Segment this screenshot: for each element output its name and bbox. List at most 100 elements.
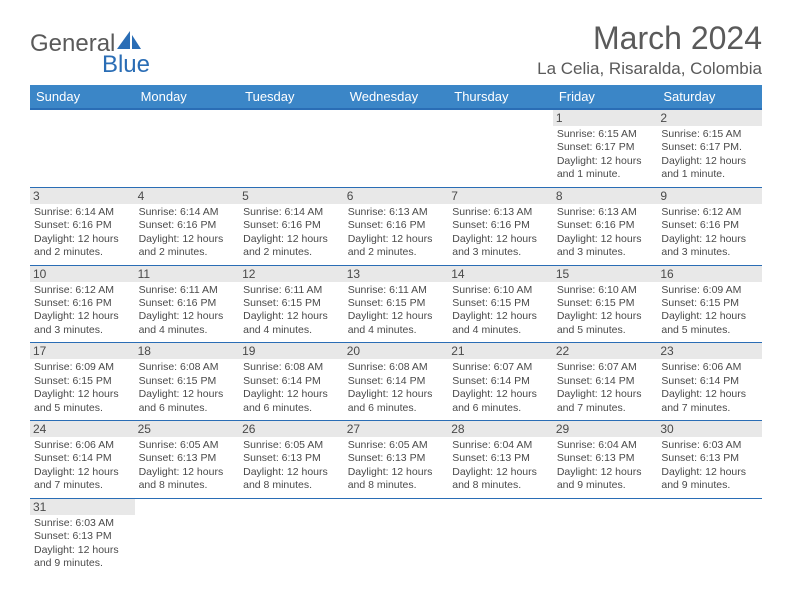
sunrise-text: Sunrise: 6:07 AM bbox=[557, 361, 654, 374]
sunrise-text: Sunrise: 6:11 AM bbox=[243, 284, 340, 297]
daylight-text: Daylight: 12 hours and 8 minutes. bbox=[243, 466, 340, 493]
day-info: Sunrise: 6:11 AMSunset: 6:15 PMDaylight:… bbox=[243, 284, 340, 338]
sunrise-text: Sunrise: 6:12 AM bbox=[661, 206, 758, 219]
calendar-week-row: 17Sunrise: 6:09 AMSunset: 6:15 PMDayligh… bbox=[30, 343, 762, 421]
daylight-text: Daylight: 12 hours and 6 minutes. bbox=[452, 388, 549, 415]
weekday-header: Friday bbox=[553, 85, 658, 109]
day-info: Sunrise: 6:11 AMSunset: 6:15 PMDaylight:… bbox=[348, 284, 445, 338]
day-info: Sunrise: 6:07 AMSunset: 6:14 PMDaylight:… bbox=[557, 361, 654, 415]
sunrise-text: Sunrise: 6:10 AM bbox=[557, 284, 654, 297]
sunset-text: Sunset: 6:13 PM bbox=[243, 452, 340, 465]
month-title: March 2024 bbox=[537, 20, 762, 57]
day-info: Sunrise: 6:05 AMSunset: 6:13 PMDaylight:… bbox=[243, 439, 340, 493]
calendar-empty-cell bbox=[135, 498, 240, 575]
calendar-day-cell: 14Sunrise: 6:10 AMSunset: 6:15 PMDayligh… bbox=[448, 265, 553, 343]
sunset-text: Sunset: 6:17 PM bbox=[557, 141, 654, 154]
calendar-week-row: 24Sunrise: 6:06 AMSunset: 6:14 PMDayligh… bbox=[30, 421, 762, 499]
calendar-day-cell: 31Sunrise: 6:03 AMSunset: 6:13 PMDayligh… bbox=[30, 498, 135, 575]
sunset-text: Sunset: 6:17 PM. bbox=[661, 141, 758, 154]
sunset-text: Sunset: 6:13 PM bbox=[34, 530, 131, 543]
calendar-day-cell: 23 Sunrise: 6:06 AMSunset: 6:14 PMDayligh… bbox=[657, 343, 762, 421]
day-number: 4 bbox=[135, 188, 240, 204]
day-number: 25 bbox=[135, 421, 240, 437]
day-info: Sunrise: 6:05 AMSunset: 6:13 PMDaylight:… bbox=[348, 439, 445, 493]
sunrise-text: Sunrise: 6:06 AM bbox=[661, 361, 758, 374]
sunrise-text: Sunrise: 6:03 AM bbox=[34, 517, 131, 530]
weekday-header: Tuesday bbox=[239, 85, 344, 109]
day-info: Sunrise: 6:03 AMSunset: 6:13 PMDaylight:… bbox=[34, 517, 131, 571]
daylight-text: Daylight: 12 hours and 4 minutes. bbox=[348, 310, 445, 337]
sunrise-text: Sunrise: 6:13 AM bbox=[557, 206, 654, 219]
day-info: Sunrise: 6:13 AMSunset: 6:16 PMDaylight:… bbox=[557, 206, 654, 260]
day-number: 23 bbox=[657, 343, 762, 359]
day-info: Sunrise: 6:05 AMSunset: 6:13 PMDaylight:… bbox=[139, 439, 236, 493]
day-info: Sunrise: 6:08 AMSunset: 6:14 PMDaylight:… bbox=[243, 361, 340, 415]
weekday-header: Wednesday bbox=[344, 85, 449, 109]
calendar-day-cell: 15Sunrise: 6:10 AMSunset: 6:15 PMDayligh… bbox=[553, 265, 658, 343]
sunset-text: Sunset: 6:16 PM bbox=[34, 219, 131, 232]
day-number: 1 bbox=[553, 110, 658, 126]
calendar-page: General March 2024 La Celia, Risaralda, … bbox=[0, 0, 792, 596]
weekday-header: Sunday bbox=[30, 85, 135, 109]
day-info: Sunrise: 6:13 AMSunset: 6:16 PMDaylight:… bbox=[348, 206, 445, 260]
calendar-week-row: 1Sunrise: 6:15 AMSunset: 6:17 PMDaylight… bbox=[30, 109, 762, 187]
daylight-text: Daylight: 12 hours and 9 minutes. bbox=[34, 544, 131, 571]
day-number: 11 bbox=[135, 266, 240, 282]
day-info: Sunrise: 6:08 AMSunset: 6:15 PMDaylight:… bbox=[139, 361, 236, 415]
daylight-text: Daylight: 12 hours and 3 minutes. bbox=[661, 233, 758, 260]
sunset-text: Sunset: 6:13 PM bbox=[452, 452, 549, 465]
title-block: March 2024 La Celia, Risaralda, Colombia bbox=[537, 20, 762, 79]
sunrise-text: Sunrise: 6:08 AM bbox=[243, 361, 340, 374]
sunset-text: Sunset: 6:14 PM bbox=[348, 375, 445, 388]
calendar-day-cell: 6Sunrise: 6:13 AMSunset: 6:16 PMDaylight… bbox=[344, 187, 449, 265]
daylight-text: Daylight: 12 hours and 1 minute. bbox=[557, 155, 654, 182]
calendar-day-cell: 1Sunrise: 6:15 AMSunset: 6:17 PMDaylight… bbox=[553, 109, 658, 187]
daylight-text: Daylight: 12 hours and 6 minutes. bbox=[243, 388, 340, 415]
calendar-table: SundayMondayTuesdayWednesdayThursdayFrid… bbox=[30, 85, 762, 576]
day-number: 10 bbox=[30, 266, 135, 282]
day-info: Sunrise: 6:10 AMSunset: 6:15 PMDaylight:… bbox=[452, 284, 549, 338]
sunset-text: Sunset: 6:15 PM bbox=[452, 297, 549, 310]
day-info: Sunrise: 6:14 AMSunset: 6:16 PMDaylight:… bbox=[139, 206, 236, 260]
calendar-empty-cell bbox=[239, 109, 344, 187]
daylight-text: Daylight: 12 hours and 7 minutes. bbox=[34, 466, 131, 493]
day-info: Sunrise: 6:14 AMSunset: 6:16 PMDaylight:… bbox=[243, 206, 340, 260]
calendar-day-cell: 25 Sunrise: 6:05 AMSunset: 6:13 PMDayligh… bbox=[135, 421, 240, 499]
daylight-text: Daylight: 12 hours and 1 minute. bbox=[661, 155, 758, 182]
calendar-day-cell: 10 Sunrise: 6:12 AMSunset: 6:16 PMDayligh… bbox=[30, 265, 135, 343]
day-number: 20 bbox=[344, 343, 449, 359]
day-number: 21 bbox=[448, 343, 553, 359]
sunset-text: Sunset: 6:16 PM bbox=[661, 219, 758, 232]
calendar-day-cell: 16Sunrise: 6:09 AMSunset: 6:15 PMDayligh… bbox=[657, 265, 762, 343]
day-info: Sunrise: 6:11 AMSunset: 6:16 PMDaylight:… bbox=[139, 284, 236, 338]
day-number: 7 bbox=[448, 188, 553, 204]
sunset-text: Sunset: 6:14 PM bbox=[243, 375, 340, 388]
day-info: Sunrise: 6:04 AMSunset: 6:13 PMDaylight:… bbox=[557, 439, 654, 493]
sunset-text: Sunset: 6:15 PM bbox=[243, 297, 340, 310]
calendar-empty-cell bbox=[553, 498, 658, 575]
sunset-text: Sunset: 6:15 PM bbox=[348, 297, 445, 310]
weekday-header: Saturday bbox=[657, 85, 762, 109]
calendar-head: SundayMondayTuesdayWednesdayThursdayFrid… bbox=[30, 85, 762, 109]
calendar-day-cell: 24Sunrise: 6:06 AMSunset: 6:14 PMDayligh… bbox=[30, 421, 135, 499]
daylight-text: Daylight: 12 hours and 6 minutes. bbox=[348, 388, 445, 415]
daylight-text: Daylight: 12 hours and 4 minutes. bbox=[139, 310, 236, 337]
calendar-day-cell: 28Sunrise: 6:04 AMSunset: 6:13 PMDayligh… bbox=[448, 421, 553, 499]
day-info: Sunrise: 6:06 AMSunset: 6:14 PMDaylight:… bbox=[661, 361, 758, 415]
sunset-text: Sunset: 6:15 PM bbox=[139, 375, 236, 388]
calendar-day-cell: 3Sunrise: 6:14 AMSunset: 6:16 PMDaylight… bbox=[30, 187, 135, 265]
sunrise-text: Sunrise: 6:09 AM bbox=[661, 284, 758, 297]
day-number: 2 bbox=[657, 110, 762, 126]
day-number: 22 bbox=[553, 343, 658, 359]
sunset-text: Sunset: 6:13 PM bbox=[348, 452, 445, 465]
sunrise-text: Sunrise: 6:04 AM bbox=[557, 439, 654, 452]
sunset-text: Sunset: 6:16 PM bbox=[243, 219, 340, 232]
logo-text-blue: Blue bbox=[30, 51, 150, 79]
calendar-empty-cell bbox=[657, 498, 762, 575]
day-number: 8 bbox=[553, 188, 658, 204]
day-info: Sunrise: 6:14 AMSunset: 6:16 PMDaylight:… bbox=[34, 206, 131, 260]
calendar-empty-cell bbox=[30, 109, 135, 187]
calendar-day-cell: 13Sunrise: 6:11 AMSunset: 6:15 PMDayligh… bbox=[344, 265, 449, 343]
day-info: Sunrise: 6:12 AMSunset: 6:16 PMDaylight:… bbox=[34, 284, 131, 338]
calendar-day-cell: 9Sunrise: 6:12 AMSunset: 6:16 PMDaylight… bbox=[657, 187, 762, 265]
